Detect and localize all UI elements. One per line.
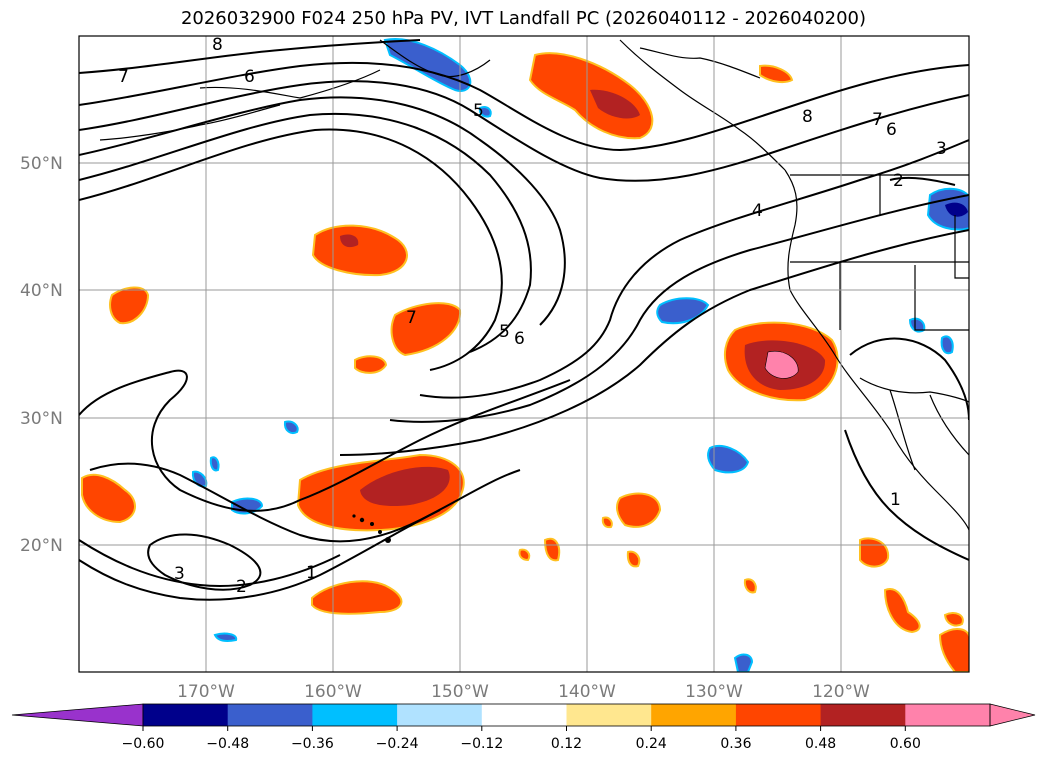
contour-label: 7 (118, 67, 129, 87)
lon-label: 130°W (685, 682, 743, 702)
colorbar-tick-label: 0.12 (551, 736, 582, 752)
lat-label: 20°N (20, 536, 63, 556)
colorbar-segment (905, 704, 991, 726)
lat-label: 50°N (20, 154, 63, 174)
colorbar-tick-labels: −0.60 −0.48 −0.36 −0.24 −0.12 0.12 0.24 0.36 0.4… (122, 726, 921, 752)
lat-label: 30°N (20, 409, 63, 429)
contour-label: 5 (499, 322, 510, 342)
contour-label: 2 (236, 577, 247, 597)
colorbar-tick-label: 0.36 (720, 736, 751, 752)
contour-label: 6 (886, 120, 897, 140)
latitude-labels: 50°N 40°N 30°N 20°N (20, 154, 63, 556)
coastlines (99, 39, 969, 531)
contour-label: 8 (212, 35, 223, 55)
colorbar-tick-label: 0.60 (890, 736, 921, 752)
contour-label: 1 (306, 563, 317, 583)
colorbar (11, 703, 1036, 727)
lon-label: 170°W (177, 682, 235, 702)
lat-label: 40°N (20, 281, 63, 301)
figure-title: 2026032900 F024 250 hPa PV, IVT Landfall… (180, 8, 867, 29)
pv-contours (79, 39, 969, 601)
colorbar-segment (566, 704, 652, 726)
colorbar-segment (397, 704, 483, 726)
colorbar-segment (143, 704, 229, 726)
map-frame (78, 35, 970, 673)
lon-label: 140°W (558, 682, 616, 702)
map-area: 8 7 6 5 5 6 8 7 6 3 2 4 7 3 2 1 1 (79, 35, 969, 672)
ivt-anomaly-shading (81, 38, 969, 672)
colorbar-segment (312, 704, 398, 726)
contour-label: 8 (802, 107, 813, 127)
lon-label: 120°W (812, 682, 870, 702)
colorbar-segment (481, 704, 567, 726)
colorbar-segment (227, 704, 313, 726)
contour-label: 4 (752, 201, 763, 221)
lon-label: 150°W (431, 682, 489, 702)
contour-label: 3 (936, 139, 947, 159)
contour-label: 3 (174, 564, 185, 584)
colorbar-segment (735, 704, 822, 726)
colorbar-tick-label: 0.24 (636, 736, 667, 752)
contour-label: 7 (872, 110, 883, 130)
contour-label: 1 (890, 490, 901, 510)
colorbar-tick-label: −0.36 (291, 736, 334, 752)
colorbar-extend-min (11, 703, 144, 727)
colorbar-tick-label: −0.60 (122, 736, 165, 752)
pv-contour-labels: 8 7 6 5 5 6 8 7 6 3 2 4 7 3 2 1 1 (118, 35, 947, 597)
colorbar-tick-label: −0.48 (206, 736, 249, 752)
colorbar-tick-label: −0.24 (376, 736, 419, 752)
colorbar-tick-label: −0.12 (460, 736, 503, 752)
contour-label: 2 (893, 171, 904, 191)
graticule (79, 36, 969, 672)
colorbar-tick-label: 0.48 (805, 736, 836, 752)
contour-label: 6 (244, 67, 255, 87)
longitude-labels: 170°W 160°W 150°W 140°W 130°W 120°W (177, 682, 870, 702)
contour-label: 5 (473, 101, 484, 121)
lon-label: 160°W (304, 682, 362, 702)
contour-label: 7 (406, 308, 417, 328)
colorbar-segment (651, 704, 737, 726)
hawaiian-islands (352, 514, 391, 543)
colorbar-segment (820, 704, 906, 726)
contour-label: 6 (514, 329, 525, 349)
colorbar-extend-max (989, 703, 1036, 727)
